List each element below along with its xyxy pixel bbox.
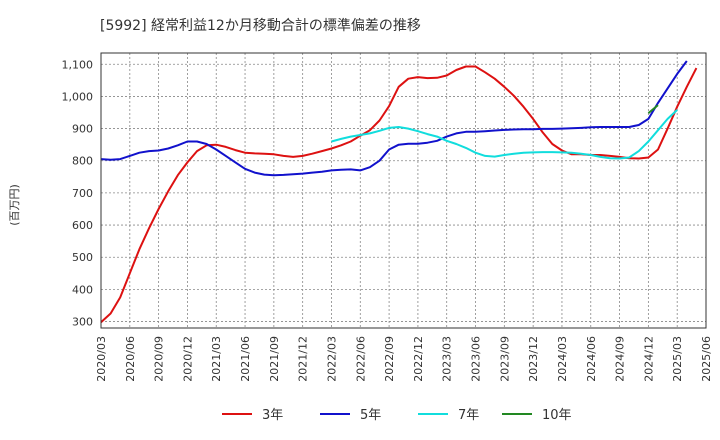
legend-label: 3年 bbox=[262, 408, 283, 423]
series-line-10年 bbox=[647, 104, 659, 114]
x-tick-label: 2022/03 bbox=[325, 336, 338, 382]
x-tick-label: 2020/12 bbox=[181, 336, 194, 382]
series-line-7年 bbox=[331, 109, 678, 160]
x-tick-label: 2025/03 bbox=[671, 336, 684, 382]
chart-title: [5992] 経常利益12か月移動合計の標準偏差の推移 bbox=[100, 18, 421, 34]
y-tick-label: 800 bbox=[72, 155, 93, 168]
x-tick-labels: 2020/03 2020/06 2020/09 2020/12 2021/03 2021/… bbox=[95, 336, 713, 382]
x-tick-label: 2021/06 bbox=[239, 336, 252, 382]
y-tick-label: 1,000 bbox=[62, 90, 94, 103]
x-tick-label: 2024/12 bbox=[642, 336, 655, 382]
x-tick-label: 2024/06 bbox=[585, 336, 598, 382]
x-tick-label: 2023/03 bbox=[441, 336, 454, 382]
legend-label: 5年 bbox=[360, 408, 381, 423]
series-line-5年 bbox=[100, 60, 688, 177]
y-tick-label: 300 bbox=[72, 316, 93, 329]
y-tick-label: 400 bbox=[72, 283, 93, 296]
y-tick-label: 600 bbox=[72, 219, 93, 232]
legend-label: 10年 bbox=[542, 408, 572, 423]
y-tick-label: 700 bbox=[72, 187, 93, 200]
legend: 3年 5年 7年 10年 bbox=[222, 408, 572, 423]
x-tick-label: 2020/09 bbox=[153, 336, 166, 382]
x-tick-label: 2022/06 bbox=[354, 336, 367, 382]
x-tick-label: 2023/12 bbox=[527, 336, 540, 382]
x-tick-label: 2021/09 bbox=[268, 336, 281, 382]
series-line-3年 bbox=[100, 65, 698, 323]
x-tick-label: 2024/09 bbox=[614, 336, 627, 382]
x-tick-label: 2022/09 bbox=[383, 336, 396, 382]
x-tick-label: 2025/06 bbox=[700, 336, 713, 382]
series-lines bbox=[100, 60, 698, 323]
y-tick-labels: 300 400 500 600 700 800 900 1,000 1,100 bbox=[62, 58, 94, 328]
grid bbox=[100, 53, 707, 328]
x-tick-label: 2020/03 bbox=[95, 336, 108, 382]
x-tick-label: 2023/06 bbox=[470, 336, 483, 382]
x-tick-label: 2021/12 bbox=[297, 336, 310, 382]
x-tick-label: 2024/03 bbox=[556, 336, 569, 382]
y-tick-label: 1,100 bbox=[62, 58, 94, 71]
plot-frame bbox=[100, 52, 707, 329]
y-tick-label: 500 bbox=[72, 251, 93, 264]
x-tick-label: 2022/12 bbox=[412, 336, 425, 382]
legend-label: 7年 bbox=[458, 408, 479, 423]
x-tick-label: 2020/06 bbox=[124, 336, 137, 382]
x-tick-label: 2023/09 bbox=[498, 336, 511, 382]
y-tick-label: 900 bbox=[72, 123, 93, 136]
x-tick-label: 2021/03 bbox=[210, 336, 223, 382]
y-axis-label: (百万円) bbox=[8, 184, 21, 226]
